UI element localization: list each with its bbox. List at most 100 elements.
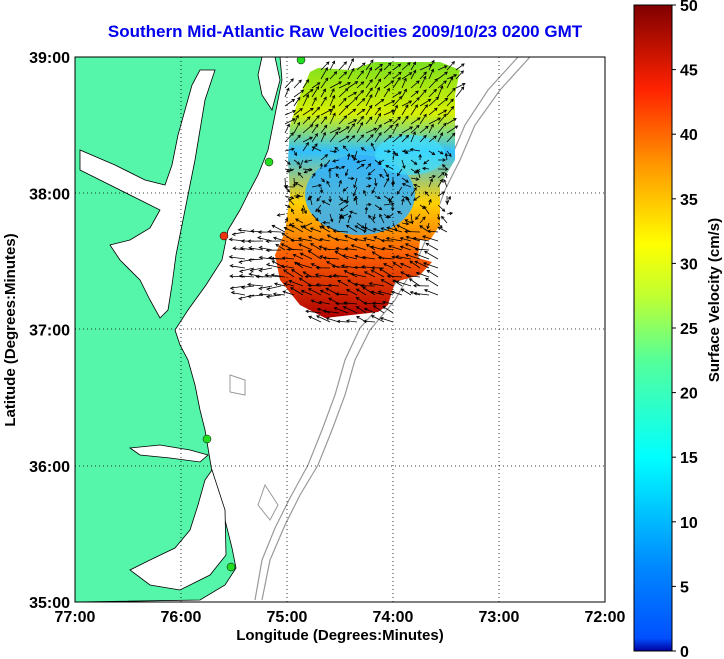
velocity-arrow [419,75,427,89]
velocity-arrow [371,266,385,270]
velocity-arrow [392,71,402,80]
velocity-arrow [311,132,318,143]
station-marker [219,231,229,241]
velocity-arrow [338,82,351,89]
velocity-arrow [377,159,385,164]
velocity-arrow [229,263,246,269]
velocity-arrow [409,147,421,152]
velocity-arrow [347,81,359,89]
velocity-arrow [344,234,358,242]
velocity-arrow [356,159,367,164]
velocity-arrow [401,72,413,80]
velocity-arrow [427,229,439,234]
velocity-arrow [446,98,454,107]
velocity-arrow [365,134,374,143]
velocity-arrow [333,306,349,314]
velocity-arrow [341,254,358,260]
velocity-arrow [368,214,376,224]
velocity-arrow [345,319,358,323]
velocity-arrow [402,149,412,153]
velocity-arrow [437,132,444,143]
velocity-arrow [437,85,444,98]
velocity-arrow [303,159,313,164]
velocity-arrow [329,165,340,170]
velocity-arrow [410,69,417,80]
velocity-arrow [401,182,412,188]
velocity-arrow [288,222,295,227]
velocity-arrow [444,172,448,179]
velocity-arrow [401,197,405,206]
velocity-arrow [347,91,358,98]
velocity-arrow [377,256,394,260]
velocity-arrow [228,254,246,260]
velocity-arrow [265,262,282,269]
velocity-arrow [419,216,426,224]
velocity-arrow [266,285,282,291]
velocity-arrow [329,71,338,80]
velocity-arrow [365,59,374,71]
velocity-arrow [365,127,378,134]
velocity-arrow [437,113,447,125]
velocity-arrow [365,66,373,80]
velocity-arrow [298,159,304,170]
velocity-arrow [379,173,385,179]
velocity-arrow [302,116,311,125]
velocity-arrow [410,117,421,125]
velocity-arrow [415,213,421,221]
velocity-arrow [292,253,304,260]
velocity-arrow [401,177,409,183]
velocity-arrow [374,204,383,211]
velocity-arrow [293,114,299,125]
velocity-arrow [286,247,304,252]
velocity-arrow [365,163,372,170]
velocity-arrow [310,263,322,269]
velocity-arrow [428,107,438,116]
velocity-arrow [238,274,255,278]
velocity-arrow [446,76,454,89]
velocity-arrow [383,149,392,154]
velocity-arrow [391,255,403,260]
velocity-arrow [284,78,294,89]
velocity-arrow [302,271,313,278]
velocity-arrow [428,78,439,89]
velocity-arrow [328,195,332,203]
velocity-arrow [365,176,372,181]
velocity-arrow [247,239,264,244]
velocity-arrow [389,195,394,204]
velocity-arrow [401,88,407,98]
velocity-arrow [338,115,348,125]
velocity-arrow [320,154,329,161]
velocity-arrow [318,300,331,305]
velocity-arrow [248,246,264,251]
x-tick-label: 76:00 [161,609,202,626]
velocity-arrow [356,62,366,71]
bathymetry-contour [229,374,246,396]
velocity-arrow [412,236,430,242]
station-marker [202,434,212,444]
velocity-arrow [288,198,295,206]
velocity-arrow [307,250,322,260]
velocity-arrow [336,319,349,324]
velocity-arrow [302,88,314,98]
velocity-arrow [322,309,340,314]
velocity-arrow [383,263,394,269]
velocity-arrow [296,262,313,269]
velocity-arrow [265,239,282,244]
velocity-arrow [392,133,403,143]
velocity-arrow [381,246,394,251]
velocity-arrow [293,107,303,116]
velocity-arrow [419,98,432,107]
velocity-arrow [370,315,385,323]
colorbar-tick-label: 5 [680,579,689,596]
velocity-arrow [368,282,385,287]
velocity-arrow [293,96,301,107]
velocity-arrow [401,104,409,116]
velocity-arrow [332,273,349,278]
velocity-arrow [365,104,373,116]
velocity-arrow [419,113,427,125]
velocity-arrow [258,292,273,297]
velocity-arrow [365,87,373,98]
velocity-arrow [257,235,273,242]
velocity-arrow [342,306,358,314]
velocity-arrow [311,82,321,89]
